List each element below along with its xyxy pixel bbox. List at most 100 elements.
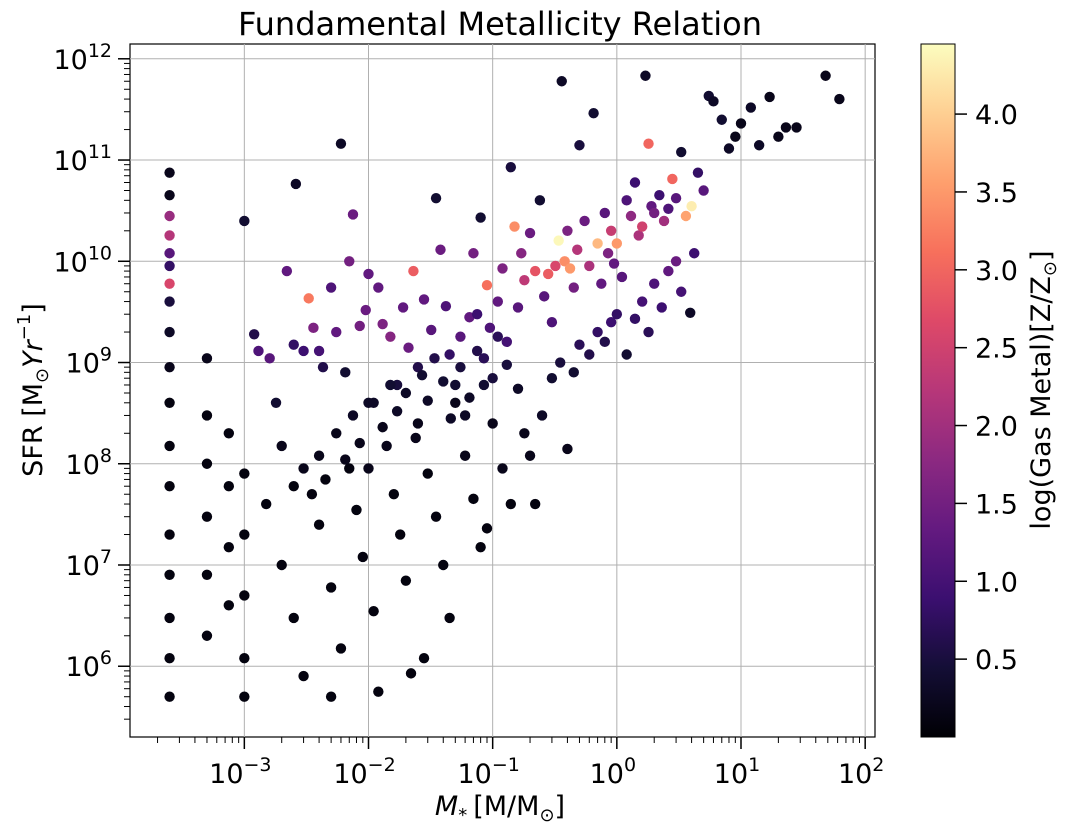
data-point <box>692 167 704 178</box>
data-point <box>689 248 700 259</box>
y-axis-label: SFR [M⊙Yr−1] <box>14 303 53 477</box>
data-point <box>555 357 566 368</box>
data-point <box>542 268 554 280</box>
data-point <box>640 70 651 81</box>
data-point <box>357 551 369 563</box>
data-point <box>347 209 359 220</box>
y-tick-label: 109 <box>66 344 112 380</box>
data-point <box>438 376 449 387</box>
data-point <box>564 263 576 274</box>
data-point <box>487 372 498 384</box>
data-point <box>670 256 682 267</box>
data-point <box>164 481 175 492</box>
data-point <box>223 428 235 439</box>
data-point <box>344 463 355 474</box>
data-point <box>164 440 175 452</box>
data-point <box>388 489 400 500</box>
data-point <box>164 612 175 624</box>
data-point <box>201 410 213 421</box>
colorbar-tick-label: 1.0 <box>975 567 1018 598</box>
data-point <box>629 177 641 188</box>
data-point <box>611 238 623 249</box>
x-tick-label: 102 <box>838 754 884 790</box>
data-point <box>422 468 433 479</box>
data-point <box>331 428 342 439</box>
data-point <box>444 612 455 624</box>
colorbar-tick-label: 1.5 <box>975 489 1018 520</box>
data-point <box>373 686 384 697</box>
data-point <box>394 529 406 540</box>
data-point <box>649 207 660 219</box>
data-point <box>643 138 654 149</box>
data-point <box>444 349 455 360</box>
data-point <box>347 410 359 421</box>
data-point <box>546 372 558 384</box>
data-point <box>253 345 264 357</box>
data-point <box>201 569 213 581</box>
data-point <box>820 70 831 81</box>
data-point <box>320 474 331 485</box>
data-point <box>534 195 546 206</box>
data-point <box>636 296 648 307</box>
data-point <box>538 291 550 302</box>
data-point <box>408 265 419 277</box>
data-point <box>368 605 379 617</box>
data-point <box>599 336 611 348</box>
data-point <box>400 575 412 586</box>
data-point <box>201 353 213 364</box>
data-point <box>373 282 384 293</box>
data-point <box>764 91 775 103</box>
data-point <box>629 313 641 325</box>
x-axis-ticks: 10−3 10−2 10−1 100 101 102 <box>157 737 884 790</box>
data-point <box>164 529 175 540</box>
data-point <box>288 612 299 624</box>
data-point <box>298 670 309 682</box>
data-point <box>478 353 490 364</box>
data-point <box>588 108 599 119</box>
data-point <box>780 122 792 133</box>
chart-title: Fundamental Metallicity Relation <box>238 5 762 43</box>
data-point <box>270 397 282 409</box>
data-point <box>400 387 412 399</box>
data-point <box>524 227 536 239</box>
data-point <box>505 498 517 510</box>
data-point <box>363 268 374 280</box>
data-point <box>410 432 421 444</box>
data-point <box>239 468 250 479</box>
data-point <box>716 114 727 125</box>
colorbar-label: log(Gas Metal)[Z/Z⊙] <box>1026 250 1061 529</box>
data-point <box>288 339 299 350</box>
data-point <box>633 230 644 241</box>
data-point <box>385 379 396 391</box>
data-point <box>308 322 319 334</box>
plot-frame <box>129 43 876 738</box>
data-point <box>791 122 802 133</box>
data-point <box>656 302 667 313</box>
colorbar-tick-label: 2.0 <box>975 412 1018 443</box>
data-point <box>471 309 483 320</box>
data-point <box>676 286 687 297</box>
data-point <box>445 413 456 424</box>
data-point <box>529 265 541 277</box>
data-point <box>313 519 325 530</box>
data-point <box>562 443 573 455</box>
data-point <box>478 379 490 391</box>
data-point <box>735 118 747 129</box>
data-point <box>497 463 508 474</box>
data-point <box>667 173 678 185</box>
data-point <box>450 379 461 391</box>
data-point <box>663 203 674 214</box>
y-tick-label: 107 <box>66 546 112 582</box>
colorbar-ticks: 0.5 1.0 1.5 2.0 2.5 3.0 3.5 4.0 <box>955 100 1018 676</box>
data-point <box>574 140 585 151</box>
data-point <box>658 215 670 227</box>
data-point <box>412 361 424 373</box>
data-point <box>426 324 437 336</box>
data-point <box>164 189 175 201</box>
data-point <box>471 345 483 357</box>
data-point <box>164 361 175 373</box>
data-point <box>584 349 595 360</box>
data-point <box>708 96 719 107</box>
data-point <box>501 336 513 348</box>
data-point <box>670 192 682 204</box>
